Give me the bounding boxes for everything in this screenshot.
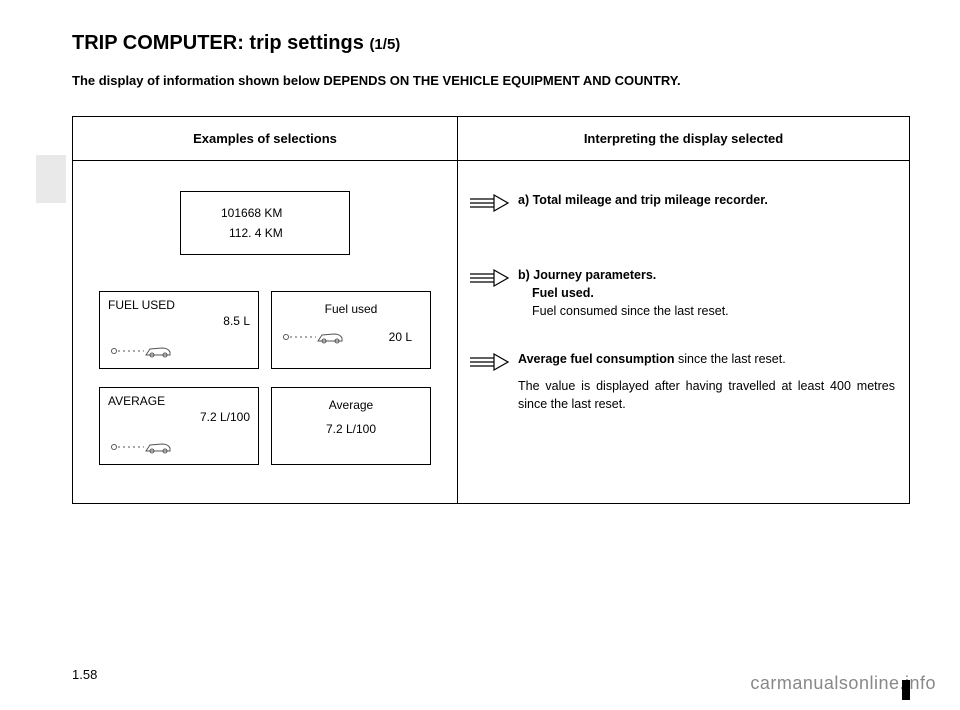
- desc-3-line2: The value is displayed after having trav…: [518, 377, 895, 413]
- display-mileage: 101668 KM 112. 4 KM: [180, 191, 350, 255]
- car-icon: [110, 342, 180, 360]
- display-avg-b: Average 7.2 L/100: [271, 387, 431, 465]
- arrow-icon: [468, 266, 518, 293]
- desc-1-text: a) Total mileage and trip mileage record…: [518, 193, 768, 207]
- desc-1: a) Total mileage and trip mileage record…: [518, 191, 895, 209]
- header-examples: Examples of selections: [73, 117, 458, 161]
- avg-a-title: AVERAGE: [108, 394, 250, 408]
- title-text: TRIP COMPUTER: trip settings: [72, 32, 364, 54]
- header-interpret: Interpreting the display selected: [458, 117, 910, 161]
- desc-2-detail: Fuel consumed since the last reset.: [518, 302, 895, 320]
- info-table: Examples of selections Interpreting the …: [72, 116, 910, 504]
- fuel-a-title: FUEL USED: [108, 298, 250, 312]
- trip-mileage: 112. 4 KM: [191, 226, 339, 240]
- display-fuel-a: FUEL USED 8.5 L: [99, 291, 259, 369]
- car-icon: [282, 328, 352, 346]
- title-suffix: (1/5): [369, 36, 400, 53]
- interpret-row-1: a) Total mileage and trip mileage record…: [468, 191, 895, 218]
- avg-b-title: Average: [280, 398, 422, 412]
- interpret-cell: a) Total mileage and trip mileage record…: [458, 161, 910, 504]
- desc-2-lead: b) Journey parameters.: [518, 268, 656, 282]
- desc-3-bold: Average fuel consumption: [518, 352, 675, 366]
- examples-cell: 101668 KM 112. 4 KM FUEL USED 8.5 L: [73, 161, 458, 504]
- desc-2: b) Journey parameters. Fuel used. Fuel c…: [518, 266, 895, 320]
- avg-b-value: 7.2 L/100: [280, 422, 422, 436]
- depends-note: The display of information shown below D…: [72, 73, 910, 88]
- manual-page: TRIP COMPUTER: trip settings (1/5) The d…: [0, 0, 960, 504]
- car-icon: [110, 438, 180, 456]
- fuel-a-value: 8.5 L: [108, 314, 250, 328]
- fuel-row: FUEL USED 8.5 L Fuel used 20 L: [83, 291, 447, 369]
- arrow-icon: [468, 350, 518, 377]
- arrow-icon: [468, 191, 518, 218]
- display-avg-a: AVERAGE 7.2 L/100: [99, 387, 259, 465]
- desc-3-rest: since the last reset.: [675, 352, 786, 366]
- desc-2-sub: Fuel used.: [518, 284, 895, 302]
- interpret-row-2: b) Journey parameters. Fuel used. Fuel c…: [468, 266, 895, 320]
- print-mark: [902, 680, 910, 700]
- fuel-b-title: Fuel used: [280, 302, 422, 316]
- average-row: AVERAGE 7.2 L/100 Average 7.2 L/100: [83, 387, 447, 465]
- desc-3: Average fuel consumption since the last …: [518, 350, 895, 412]
- display-fuel-b: Fuel used 20 L: [271, 291, 431, 369]
- side-margin-tab: [36, 155, 66, 203]
- page-number: 1.58: [72, 667, 97, 682]
- total-mileage: 101668 KM: [191, 206, 339, 220]
- interpret-row-3: Average fuel consumption since the last …: [468, 350, 895, 412]
- avg-a-value: 7.2 L/100: [108, 410, 250, 424]
- page-title: TRIP COMPUTER: trip settings (1/5): [72, 32, 910, 55]
